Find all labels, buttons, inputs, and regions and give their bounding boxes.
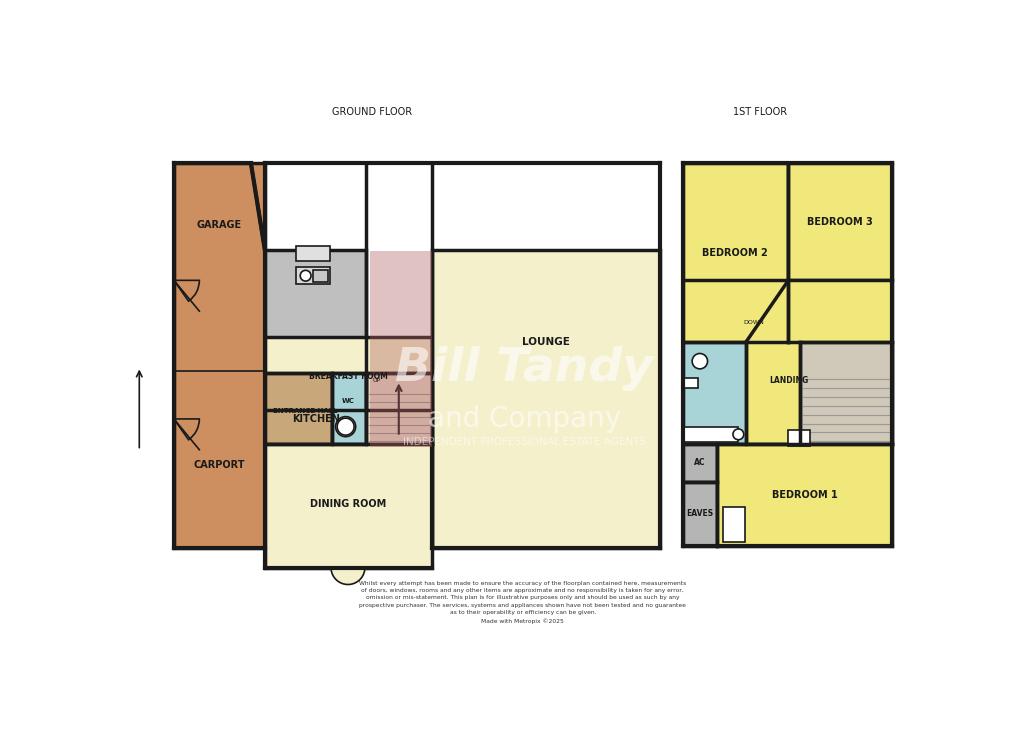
Circle shape — [335, 417, 356, 437]
Text: BEDROOM 2: BEDROOM 2 — [702, 247, 767, 258]
Text: DOWN: DOWN — [743, 320, 763, 325]
Text: CARPORT: CARPORT — [194, 460, 245, 470]
Bar — [722, 507, 744, 542]
Bar — [366, 373, 431, 444]
Bar — [174, 163, 265, 548]
Text: GARAGE: GARAGE — [197, 220, 242, 230]
Bar — [265, 250, 366, 548]
Bar — [312, 269, 328, 282]
Text: INDEPENDENT PROFESSIONAL ESTATE AGENTS: INDEPENDENT PROFESSIONAL ESTATE AGENTS — [403, 437, 645, 447]
Text: GROUND FLOOR: GROUND FLOOR — [331, 108, 412, 117]
Text: BREAKFAST ROOM: BREAKFAST ROOM — [308, 372, 387, 381]
Bar — [683, 342, 745, 444]
Circle shape — [300, 270, 311, 281]
Bar — [683, 444, 716, 482]
Circle shape — [733, 429, 743, 440]
Text: LANDING: LANDING — [768, 376, 807, 385]
Bar — [799, 342, 892, 444]
Text: Whilst every attempt has been made to ensure the accuracy of the floorplan conta: Whilst every attempt has been made to en… — [359, 580, 686, 624]
Text: BEDROOM 3: BEDROOM 3 — [806, 217, 872, 227]
Bar — [296, 267, 330, 284]
Bar — [296, 246, 330, 261]
Text: AC: AC — [693, 458, 705, 467]
Text: Bill Tandy: Bill Tandy — [395, 346, 652, 392]
Bar — [788, 163, 892, 280]
Text: 1ST FLOOR: 1ST FLOOR — [732, 108, 787, 117]
Text: EAVES: EAVES — [686, 509, 712, 518]
Bar — [431, 250, 659, 548]
Bar — [265, 337, 431, 410]
Text: KITCHEN: KITCHEN — [291, 414, 339, 424]
Bar — [331, 373, 366, 444]
Text: ENTRANCE HALL: ENTRANCE HALL — [273, 408, 337, 414]
Bar — [370, 251, 431, 447]
Bar — [265, 373, 331, 444]
Polygon shape — [331, 567, 365, 584]
Bar — [265, 444, 431, 567]
Bar — [716, 444, 892, 546]
Text: LOUNGE: LOUNGE — [522, 337, 570, 347]
Bar — [683, 163, 788, 342]
Text: WC: WC — [342, 398, 355, 404]
Bar — [684, 378, 698, 388]
Bar — [684, 427, 738, 442]
Circle shape — [692, 354, 707, 369]
Text: DINING ROOM: DINING ROOM — [310, 498, 386, 509]
Bar — [683, 280, 892, 444]
Text: UP: UP — [372, 378, 380, 383]
Text: and Company: and Company — [427, 405, 621, 433]
Bar — [788, 430, 809, 446]
Bar — [683, 482, 716, 546]
Text: BEDROOM 1: BEDROOM 1 — [771, 490, 837, 500]
